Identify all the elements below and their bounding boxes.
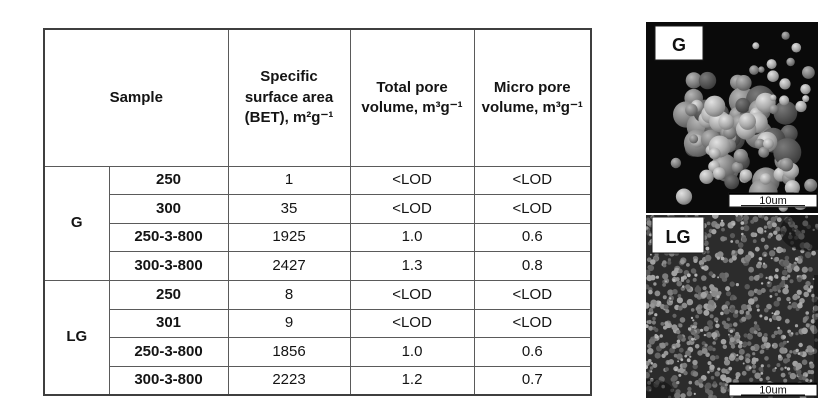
table-row: G 250 1 <LOD <LOD [43, 165, 592, 281]
header-bet: Specific surface area (BET), m²g⁻¹ [227, 28, 351, 167]
table-row: 300-3-800 2223 1.2 0.7 [44, 365, 592, 396]
bet-results-table: Sample Specific surface area (BET), m²g⁻… [43, 28, 593, 396]
image-label-lg: LG [666, 227, 691, 247]
bet-value-cell: 1856 [227, 337, 351, 367]
group-label-g: G [43, 165, 110, 281]
table-header-row: Sample Specific surface area (BET), m²g⁻… [43, 28, 592, 167]
bet-value-cell: 2427 [227, 251, 351, 281]
table-row: 301 9 <LOD <LOD [44, 308, 592, 339]
micro-pore-cell: 0.7 [473, 365, 592, 396]
total-pore-cell: 1.3 [349, 251, 475, 281]
table-row: 250-3-800 1856 1.0 0.6 [44, 337, 592, 367]
bet-value-cell: 9 [227, 308, 351, 339]
bet-value-cell: 1925 [227, 222, 351, 253]
micro-pore-cell: <LOD [473, 194, 592, 224]
total-pore-cell: <LOD [349, 165, 475, 196]
sem-image-lg: LG 10um [646, 215, 818, 398]
sample-cell: 250-3-800 [108, 337, 229, 367]
bet-value-cell: 1 [227, 165, 351, 196]
scale-bar-label: 10um [759, 385, 787, 397]
micro-pore-cell: 0.8 [473, 251, 592, 281]
scale-bar: 10um [728, 382, 818, 397]
sample-cell: 300-3-800 [108, 251, 229, 281]
scale-bar: 10um [728, 192, 818, 208]
sample-cell: 300-3-800 [108, 365, 229, 396]
group-label-lg: LG [43, 280, 110, 396]
bet-value-cell: 35 [227, 194, 351, 224]
sem-lg-shadow [814, 275, 818, 398]
bet-value-cell: 8 [227, 280, 351, 310]
total-pore-cell: <LOD [349, 280, 475, 310]
sample-cell: 300 [108, 194, 229, 224]
header-micro-pore: Micro pore volume, m³g⁻¹ [473, 28, 592, 167]
scale-bar-label: 10um [759, 195, 787, 207]
sem-lg-shadow [646, 379, 674, 398]
total-pore-cell: 1.2 [349, 365, 475, 396]
sample-cell: 250-3-800 [108, 222, 229, 253]
table-row: LG 250 8 <LOD <LOD [43, 280, 592, 396]
micro-pore-cell: 0.6 [473, 222, 592, 253]
micro-pore-cell: <LOD [473, 308, 592, 339]
micro-pore-cell: <LOD [473, 280, 592, 310]
total-pore-cell: <LOD [349, 308, 475, 339]
sample-cell: 301 [108, 308, 229, 339]
micro-pore-cell: <LOD [473, 165, 592, 196]
sem-lg-shadow [780, 215, 818, 251]
header-sample: Sample [43, 28, 229, 167]
sem-image-g: G 10um [646, 22, 818, 213]
image-label-box: LG [651, 216, 705, 254]
table-row: 300 35 <LOD <LOD [44, 194, 592, 224]
total-pore-cell: 1.0 [349, 222, 475, 253]
micro-pore-cell: 0.6 [473, 337, 592, 367]
table-row: 300-3-800 2427 1.3 0.8 [44, 251, 592, 281]
total-pore-cell: <LOD [349, 194, 475, 224]
sample-cell: 250 [108, 165, 229, 196]
image-label-g: G [672, 35, 686, 55]
total-pore-cell: 1.0 [349, 337, 475, 367]
header-total-pore: Total pore volume, m³g⁻¹ [349, 28, 475, 167]
table-row: 250-3-800 1925 1.0 0.6 [44, 222, 592, 253]
image-label-box: G [654, 25, 704, 61]
bet-value-cell: 2223 [227, 365, 351, 396]
sample-cell: 250 [108, 280, 229, 310]
